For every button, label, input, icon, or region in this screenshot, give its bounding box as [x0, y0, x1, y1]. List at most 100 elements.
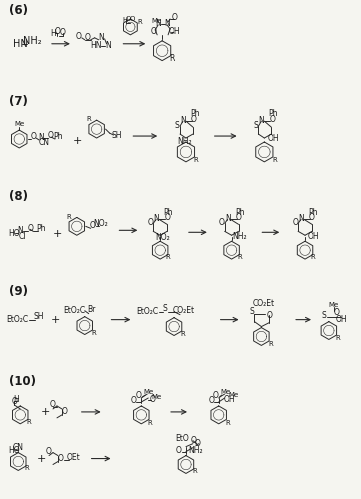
Text: R: R — [192, 469, 197, 475]
Text: O: O — [292, 218, 298, 227]
Text: NO₂: NO₂ — [93, 219, 108, 228]
Text: R: R — [268, 341, 273, 347]
Text: N: N — [225, 214, 231, 223]
Text: O: O — [48, 131, 54, 140]
Text: S: S — [249, 307, 254, 316]
Text: OH: OH — [268, 134, 279, 143]
Text: O: O — [334, 308, 340, 317]
Text: O: O — [150, 27, 156, 36]
Text: O: O — [149, 395, 155, 404]
Text: O: O — [60, 28, 66, 37]
Text: Ph: Ph — [53, 132, 63, 141]
Text: HO: HO — [8, 446, 20, 455]
Text: R: R — [272, 157, 277, 163]
Text: O: O — [266, 311, 272, 320]
Text: N: N — [164, 19, 170, 28]
Text: H: H — [50, 29, 56, 38]
Text: OH: OH — [307, 232, 319, 241]
Text: O: O — [236, 213, 242, 222]
Text: O: O — [11, 398, 17, 407]
Text: O: O — [191, 115, 197, 124]
Text: Ph: Ph — [163, 208, 173, 217]
Text: (9): (9) — [9, 285, 28, 298]
Text: NH₂: NH₂ — [23, 36, 42, 46]
Text: O: O — [219, 218, 225, 227]
Text: CO₂Et: CO₂Et — [252, 299, 274, 308]
Text: Ph: Ph — [308, 208, 318, 217]
Text: R: R — [91, 329, 96, 335]
Text: CO₂Et: CO₂Et — [173, 306, 195, 315]
Text: R: R — [66, 215, 71, 221]
Text: O: O — [176, 446, 182, 455]
Text: N: N — [258, 116, 264, 125]
Text: +: + — [36, 454, 46, 464]
Text: CN: CN — [13, 443, 24, 452]
Text: Ph: Ph — [36, 224, 46, 233]
Text: +: + — [73, 136, 82, 146]
Text: O: O — [195, 439, 201, 448]
Text: Ph: Ph — [235, 208, 244, 217]
Text: O: O — [50, 401, 56, 410]
Text: NO₂: NO₂ — [155, 233, 170, 242]
Text: O: O — [90, 221, 96, 230]
Text: (10): (10) — [9, 375, 36, 388]
Text: R: R — [25, 466, 30, 472]
Text: (8): (8) — [9, 190, 28, 203]
Text: Me: Me — [221, 389, 231, 395]
Text: O: O — [164, 213, 170, 222]
Text: R: R — [310, 254, 316, 260]
Text: O: O — [58, 454, 64, 463]
Text: Me: Me — [329, 302, 339, 308]
Text: R: R — [237, 254, 242, 260]
Text: R: R — [86, 116, 91, 122]
Text: O: O — [30, 132, 36, 141]
Text: H: H — [13, 395, 19, 404]
Text: (6): (6) — [9, 3, 28, 16]
Text: R: R — [166, 254, 170, 260]
Text: NH₂: NH₂ — [188, 446, 203, 455]
Text: O: O — [191, 436, 197, 445]
Text: O: O — [213, 391, 219, 400]
Text: R: R — [225, 420, 230, 426]
Text: OEt: OEt — [67, 453, 81, 462]
Text: O: O — [135, 391, 141, 400]
Text: N: N — [106, 41, 112, 50]
Text: O: O — [76, 32, 82, 41]
Text: Me: Me — [151, 394, 161, 400]
Text: H: H — [123, 17, 128, 23]
Text: +: + — [51, 315, 61, 325]
Text: R: R — [169, 54, 175, 63]
Text: N: N — [155, 19, 161, 28]
Text: R: R — [148, 420, 153, 426]
Text: S: S — [163, 304, 168, 313]
Text: N: N — [99, 33, 104, 42]
Text: S: S — [175, 121, 179, 130]
Text: CN: CN — [39, 138, 49, 147]
Text: OH: OH — [168, 27, 180, 36]
Text: N: N — [38, 133, 44, 142]
Text: +: + — [40, 407, 50, 417]
Text: SH: SH — [34, 312, 44, 321]
Text: O: O — [130, 16, 135, 22]
Text: R: R — [180, 330, 185, 336]
Text: O: O — [62, 407, 68, 416]
Text: S: S — [253, 121, 258, 130]
Text: O: O — [130, 397, 136, 406]
Text: N: N — [153, 214, 159, 223]
Text: R: R — [193, 157, 198, 163]
Text: HN: HN — [13, 39, 28, 49]
Text: Me: Me — [151, 18, 161, 24]
Text: S: S — [322, 311, 326, 320]
Text: NH₂: NH₂ — [178, 137, 192, 146]
Text: (7): (7) — [9, 95, 28, 108]
Text: Ph: Ph — [190, 109, 200, 118]
Text: O: O — [147, 218, 153, 227]
Text: O: O — [209, 397, 215, 406]
Text: O: O — [27, 224, 33, 233]
Text: O: O — [269, 115, 275, 124]
Text: R: R — [27, 419, 31, 425]
Text: SH: SH — [111, 131, 122, 140]
Text: O: O — [172, 13, 178, 22]
Text: N: N — [180, 116, 186, 125]
Text: Ph: Ph — [269, 109, 278, 118]
